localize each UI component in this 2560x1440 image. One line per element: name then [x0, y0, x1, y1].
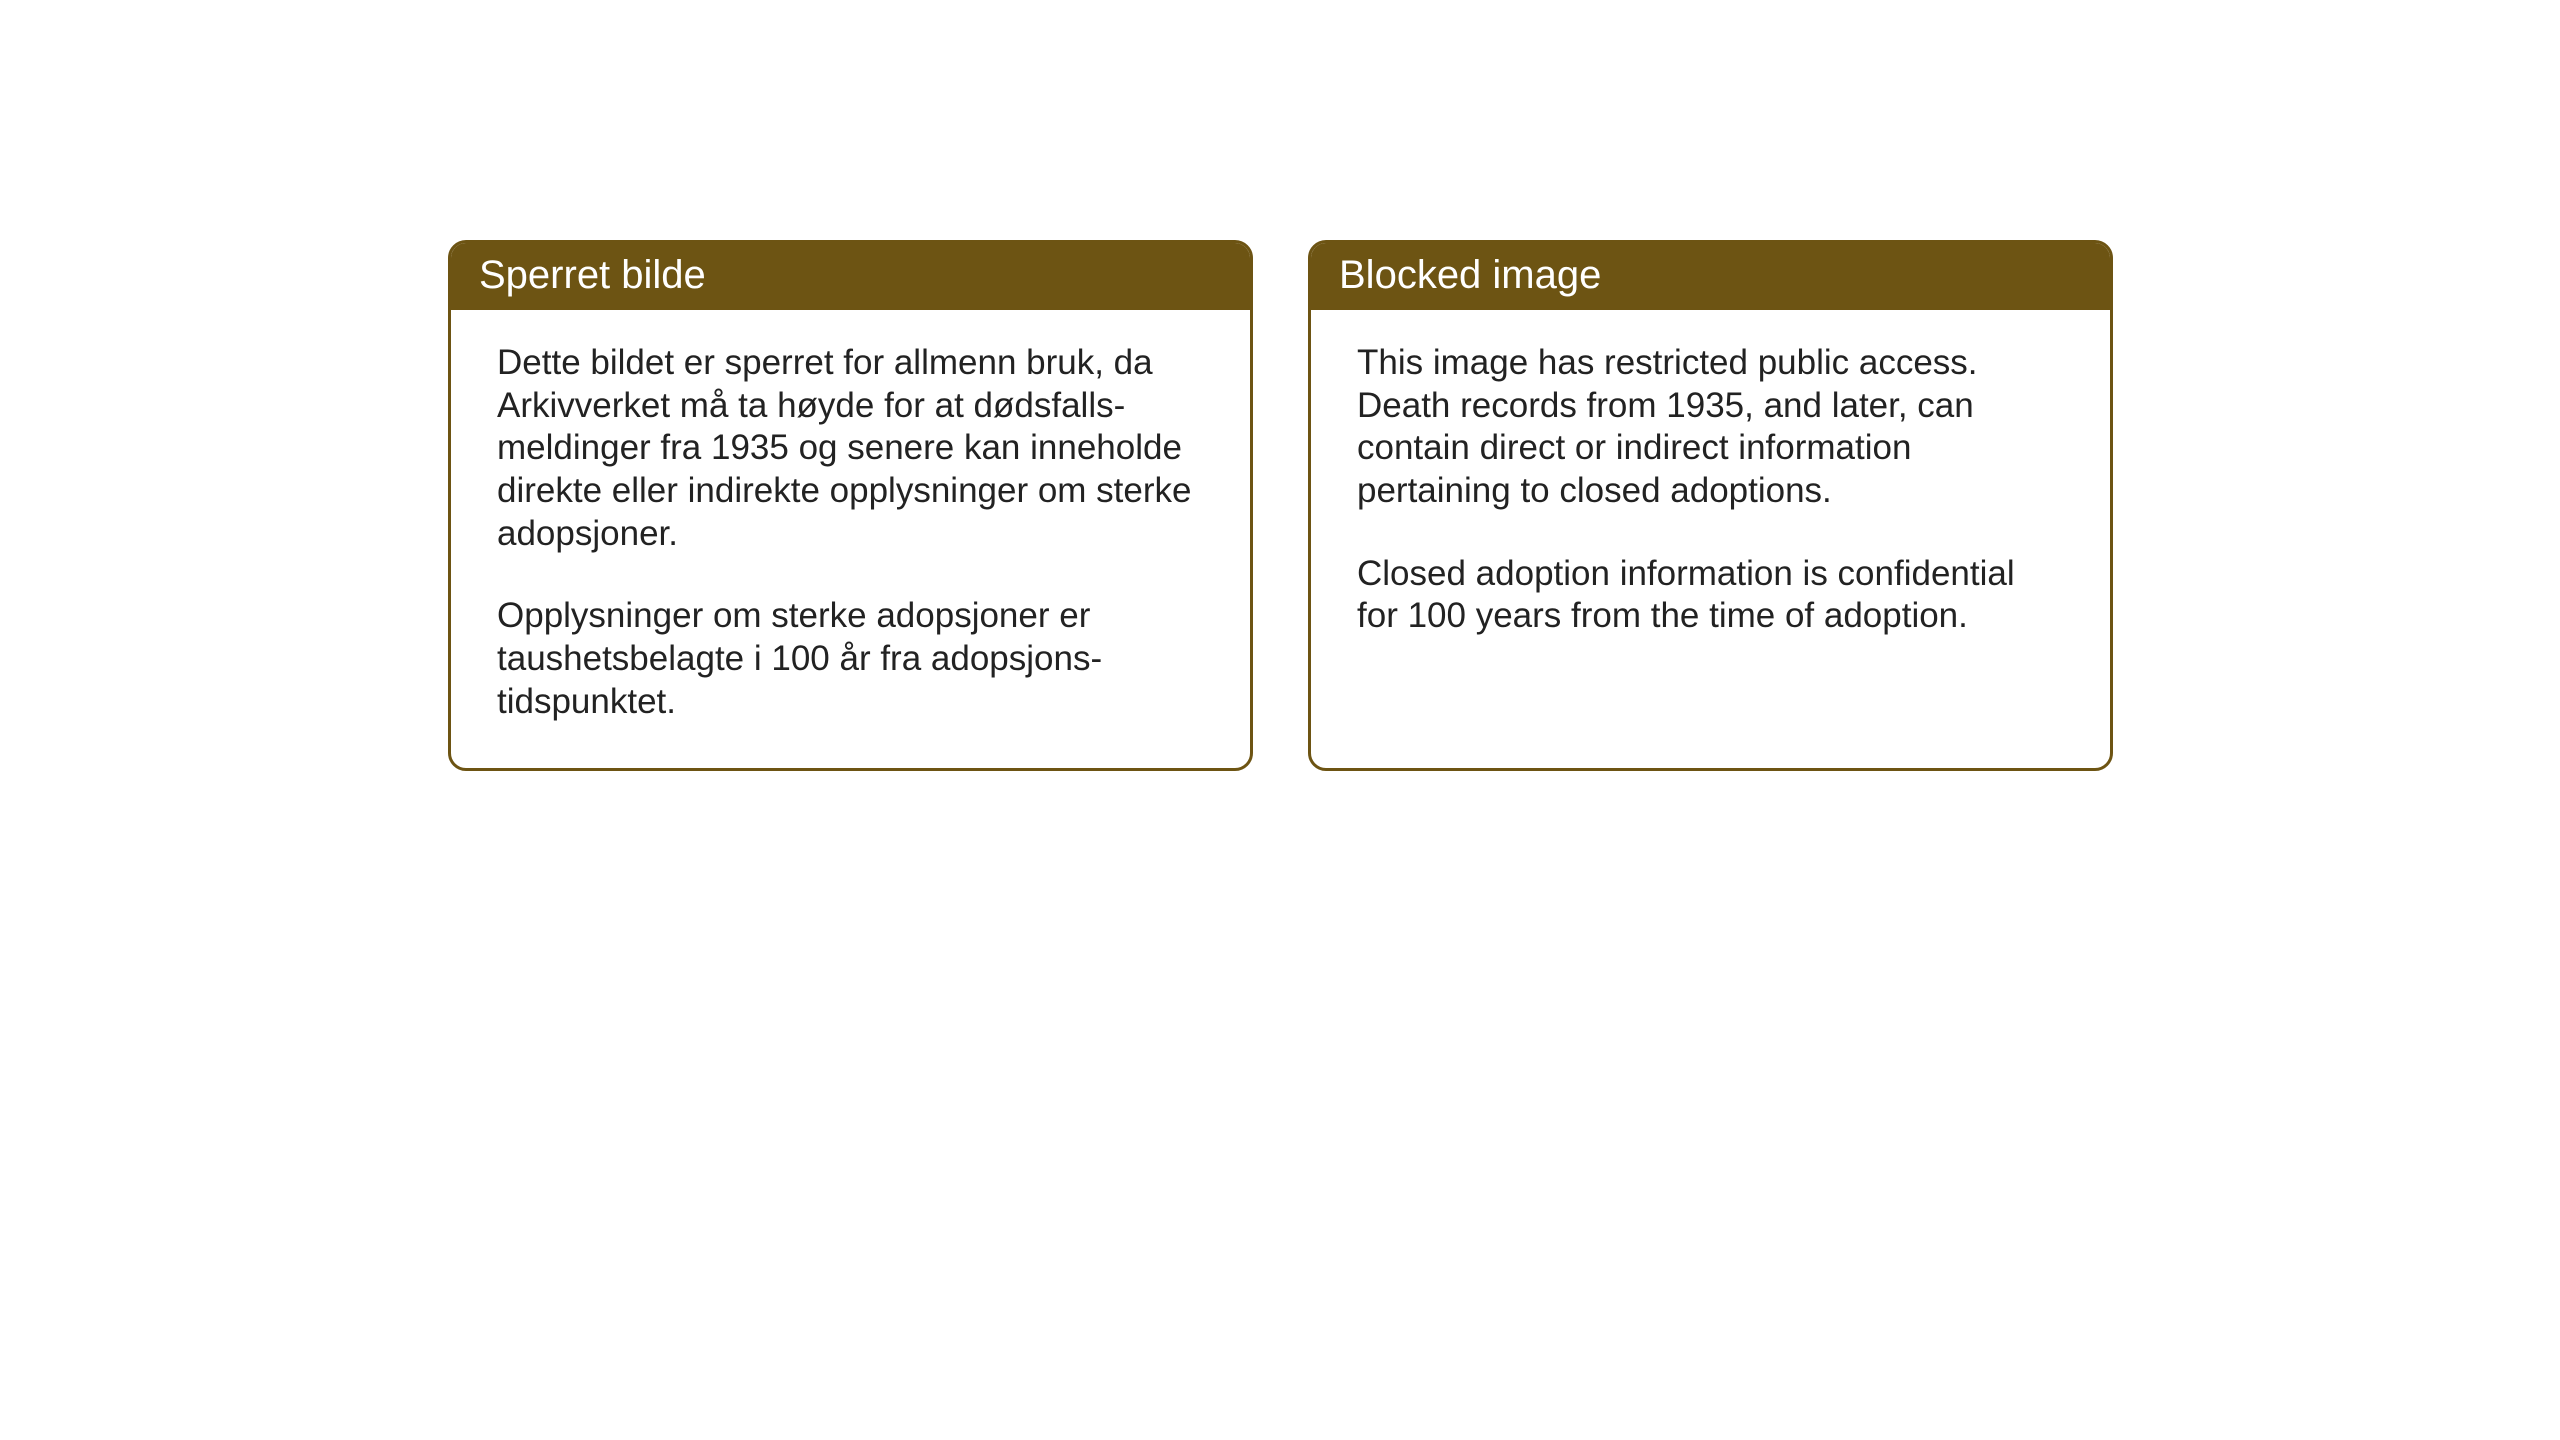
norwegian-card-header: Sperret bilde [451, 243, 1250, 310]
english-card-body: This image has restricted public access.… [1311, 310, 2110, 682]
norwegian-card-title: Sperret bilde [479, 253, 1222, 298]
norwegian-paragraph-1: Dette bildet er sperret for allmenn bruk… [497, 342, 1204, 555]
english-card-header: Blocked image [1311, 243, 2110, 310]
notice-cards-container: Sperret bilde Dette bildet er sperret fo… [448, 240, 2113, 771]
english-paragraph-2: Closed adoption information is confident… [1357, 553, 2064, 638]
norwegian-notice-card: Sperret bilde Dette bildet er sperret fo… [448, 240, 1253, 771]
english-notice-card: Blocked image This image has restricted … [1308, 240, 2113, 771]
norwegian-paragraph-2: Opplysninger om sterke adopsjoner er tau… [497, 595, 1204, 723]
norwegian-card-body: Dette bildet er sperret for allmenn bruk… [451, 310, 1250, 768]
english-paragraph-1: This image has restricted public access.… [1357, 342, 2064, 513]
english-card-title: Blocked image [1339, 253, 2082, 298]
